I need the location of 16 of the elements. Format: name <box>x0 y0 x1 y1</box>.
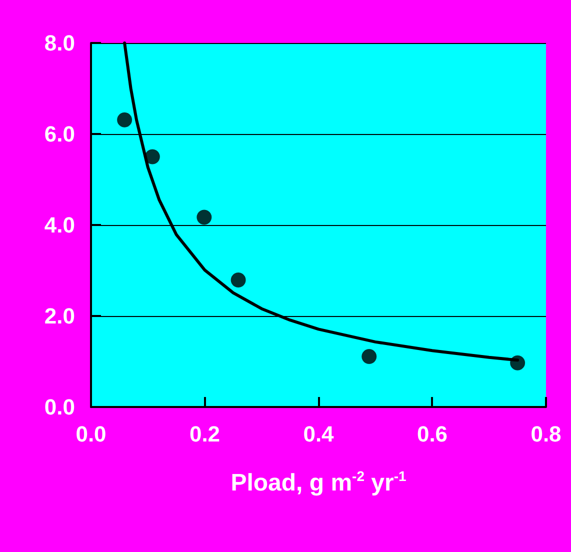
point <box>144 149 160 164</box>
x-tick-label: 0.0 <box>76 422 106 446</box>
point <box>117 112 132 128</box>
point <box>230 272 246 288</box>
x-tick-label: 0.6 <box>416 422 448 446</box>
y-tick-label: 0.0 <box>44 394 75 420</box>
x-tick-label: 0.2 <box>189 422 220 446</box>
y-tick-label: 4.0 <box>44 212 75 238</box>
point <box>510 355 526 370</box>
x-tick-label: 0.4 <box>303 422 335 446</box>
point <box>196 210 212 225</box>
y-tick-label: 2.0 <box>44 304 75 328</box>
y-tick-label: 8.0 <box>44 30 75 56</box>
y-tick-label: 6.0 <box>44 122 75 146</box>
x-tick-label: 0.8 <box>530 422 562 446</box>
point <box>362 349 377 364</box>
